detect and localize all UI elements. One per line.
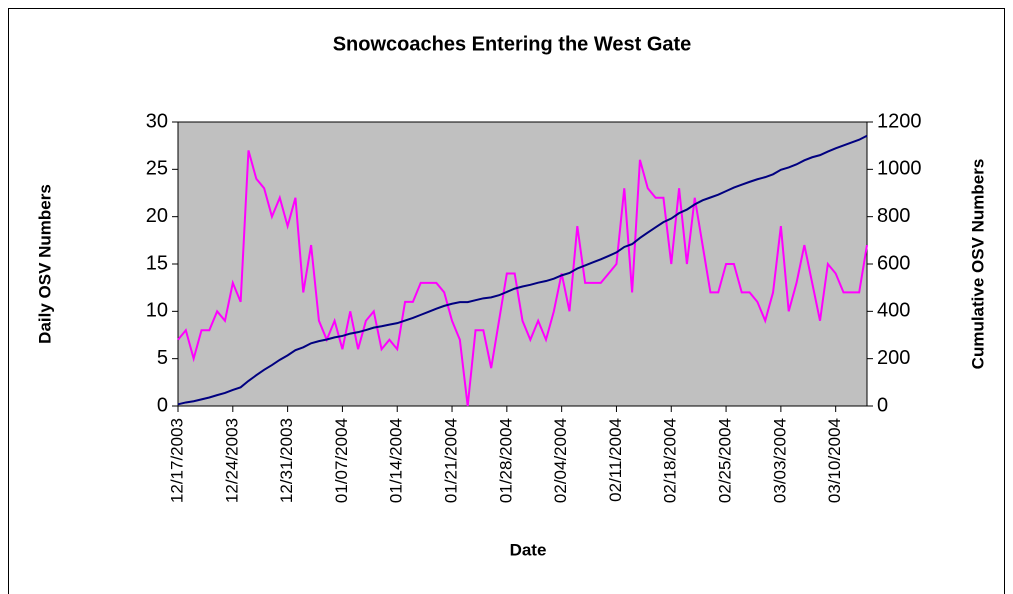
chart-title: Snowcoaches Entering the West Gate (333, 33, 692, 55)
y-axis-title: Daily OSV Numbers (35, 184, 54, 344)
x-axis-title: Date (510, 540, 547, 559)
y-tick-label: 25 (146, 158, 168, 180)
x-tick-label: 01/07/2004 (332, 418, 351, 503)
y-tick-label: 5 (157, 347, 168, 369)
y-tick-label: 20 (146, 205, 168, 227)
y2-axis-title: Cumulative OSV Numbers (968, 159, 987, 370)
y2-tick-label: 800 (877, 205, 910, 227)
y2-tick-label: 400 (877, 300, 910, 322)
plot-area (177, 121, 868, 407)
y2-tick-label: 600 (877, 252, 910, 274)
y-tick-label: 0 (157, 394, 168, 416)
x-tick-label: 03/03/2004 (770, 418, 789, 503)
y2-tick-label: 0 (877, 394, 888, 416)
y-tick-label: 15 (146, 252, 168, 274)
x-tick-label: 12/31/2003 (277, 418, 296, 503)
x-tick-label: 02/18/2004 (661, 418, 680, 503)
y2-tick-label: 1000 (877, 158, 922, 180)
x-tick-label: 02/04/2004 (551, 418, 570, 503)
x-tick-label: 12/17/2003 (167, 418, 186, 503)
y-tick-label: 10 (146, 300, 168, 322)
x-tick-label: 03/10/2004 (825, 418, 844, 503)
y2-tick-label: 1200 (877, 110, 922, 132)
x-tick-label: 01/14/2004 (387, 418, 406, 503)
x-tick-label: 01/21/2004 (442, 418, 461, 503)
x-tick-label: 12/24/2003 (222, 418, 241, 503)
x-tick-label: 01/28/2004 (496, 418, 515, 503)
series-line (177, 150, 868, 407)
series-line (177, 134, 868, 406)
y-tick-label: 30 (146, 110, 168, 132)
x-tick-label: 02/11/2004 (606, 418, 625, 502)
x-tick-label: 02/25/2004 (716, 418, 735, 503)
y2-tick-label: 200 (877, 347, 910, 369)
